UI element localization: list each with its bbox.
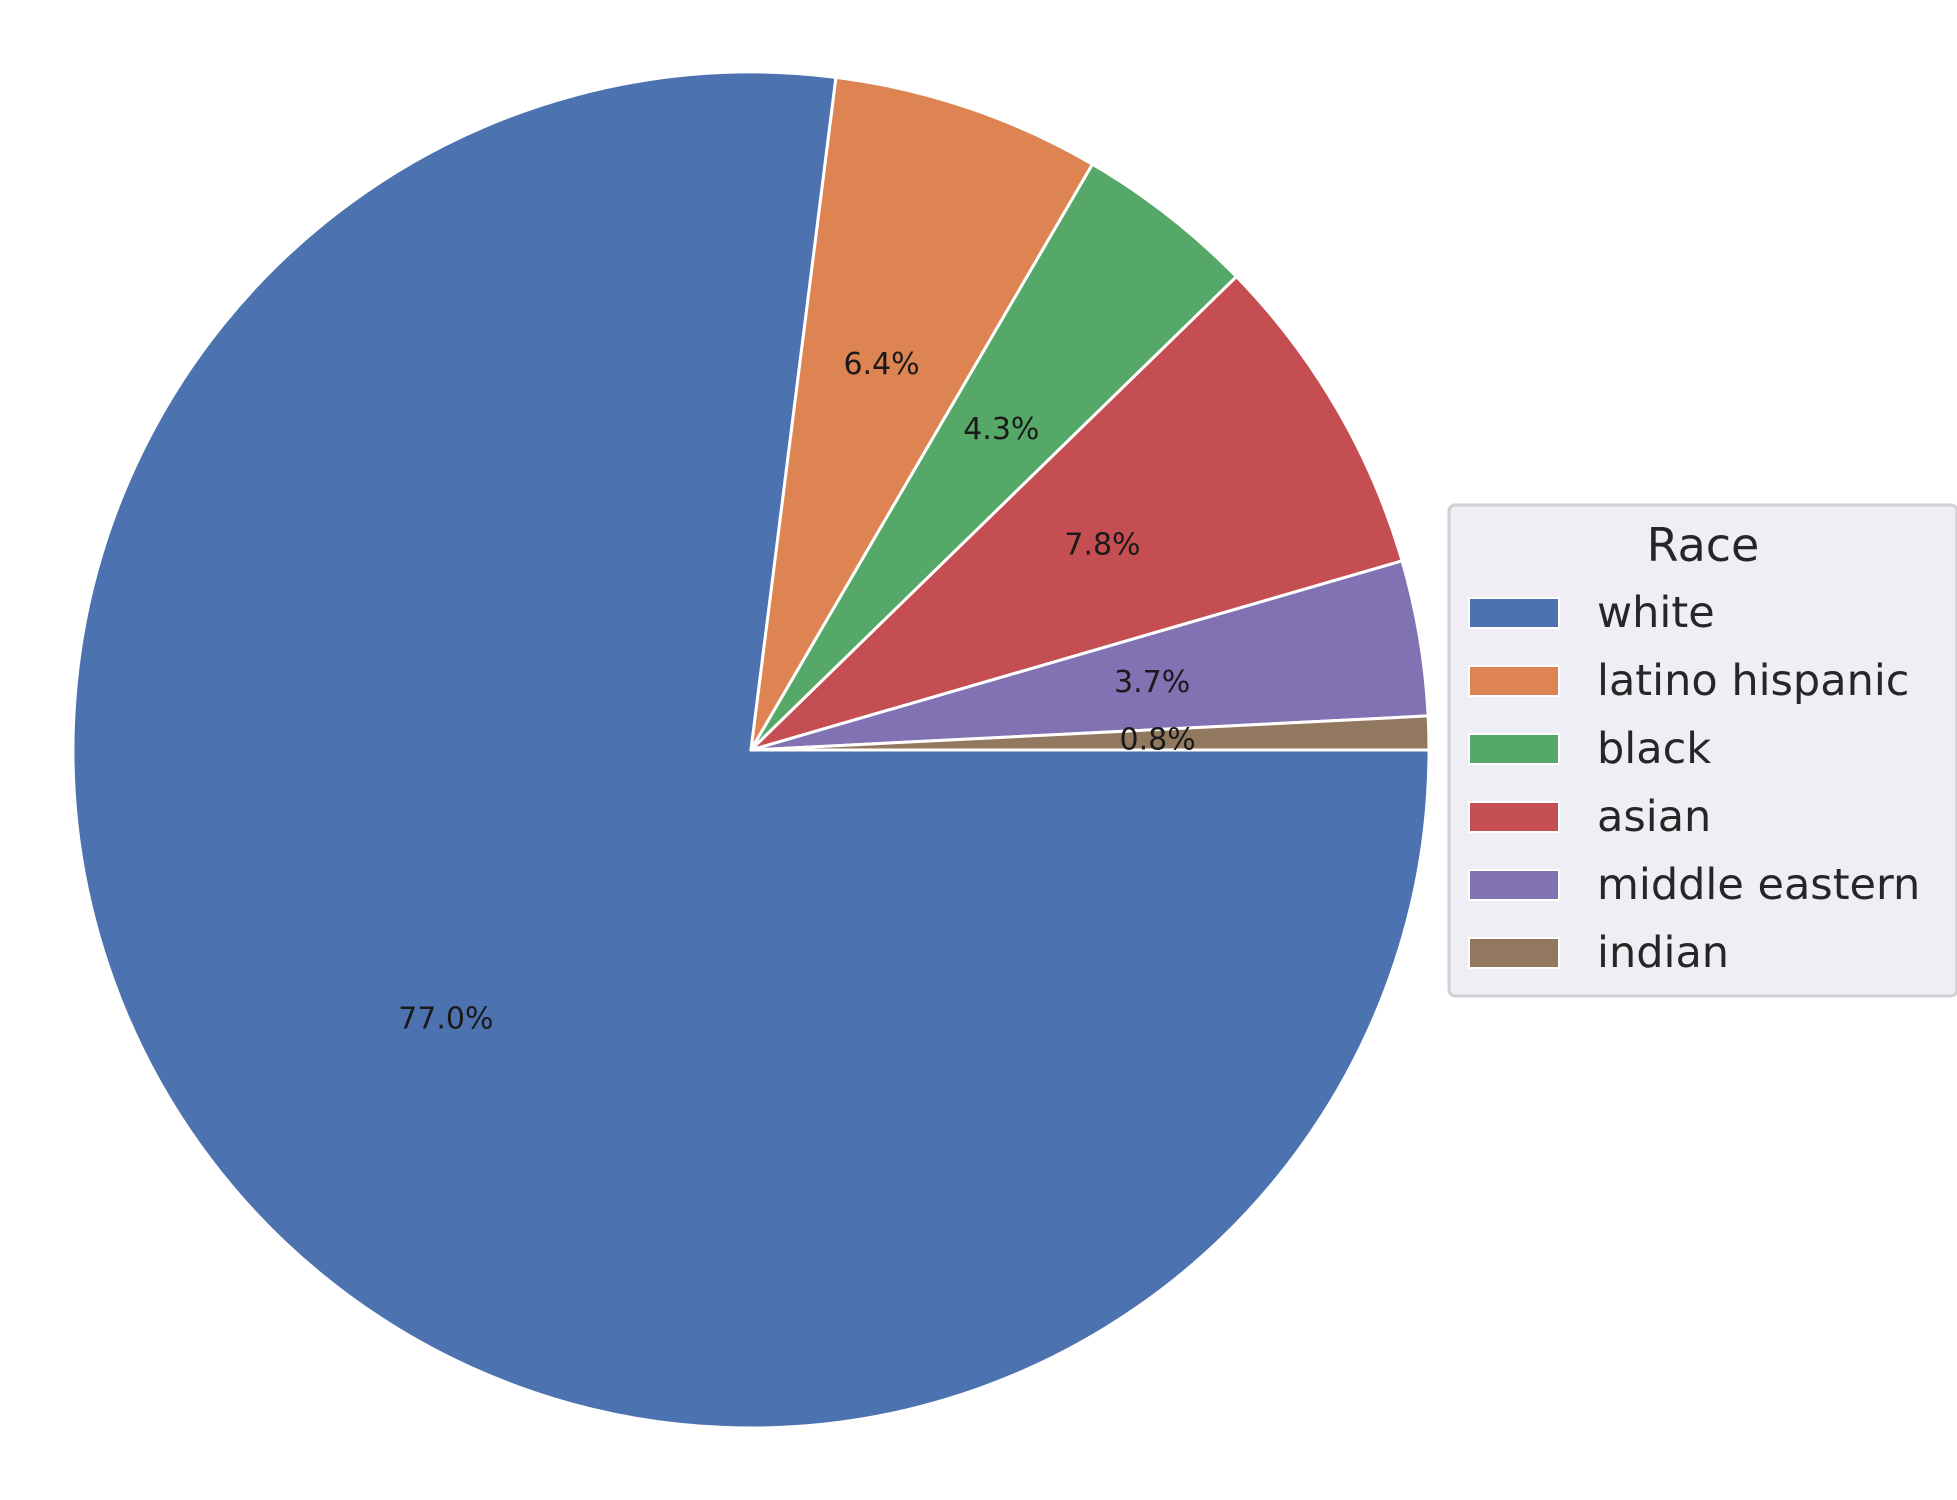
legend-label-asian: asian: [1597, 792, 1711, 842]
legend-swatch-middle-eastern: [1468, 869, 1560, 901]
legend-items: white latino hispanic black asian middle eas…: [1468, 588, 1920, 978]
pie-slice-asian: [749, 275, 1404, 752]
pie-slice-indian: [749, 714, 1431, 752]
pie-slice-black: [749, 162, 1238, 752]
legend-frame: [1447, 503, 1957, 998]
pct-label-white: 77.0%: [398, 1002, 493, 1037]
pct-label-black: 4.3%: [963, 412, 1039, 447]
pie-percentage-labels: 77.0% 6.4% 4.3% 7.8% 3.7% 0.8%: [398, 347, 1196, 1036]
pct-label-latino-hispanic: 6.4%: [843, 347, 919, 382]
legend-swatch-white: [1468, 597, 1560, 629]
legend-swatch-asian: [1468, 801, 1560, 833]
legend-swatch-latino-hispanic: [1468, 665, 1560, 697]
legend: Race white latino hispanic black asian middl…: [1447, 503, 1957, 998]
legend-label-white: white: [1597, 588, 1715, 638]
legend-label-middle-eastern: middle eastern: [1597, 860, 1920, 910]
legend-label-black: black: [1597, 724, 1711, 774]
pct-label-middle-eastern: 3.7%: [1114, 665, 1190, 700]
legend-swatch-indian: [1468, 937, 1560, 969]
pie-slices: [71, 70, 1431, 1430]
pct-label-asian: 7.8%: [1064, 528, 1140, 563]
legend-label-latino-hispanic: latino hispanic: [1597, 656, 1909, 706]
pct-label-indian: 0.8%: [1120, 722, 1196, 757]
pie-slice-latino-hispanic: [749, 75, 1094, 752]
legend-title: Race: [1647, 518, 1760, 572]
pie-slice-white: [71, 70, 1431, 1430]
legend-swatch-black: [1468, 733, 1560, 765]
legend-label-indian: indian: [1597, 928, 1729, 978]
